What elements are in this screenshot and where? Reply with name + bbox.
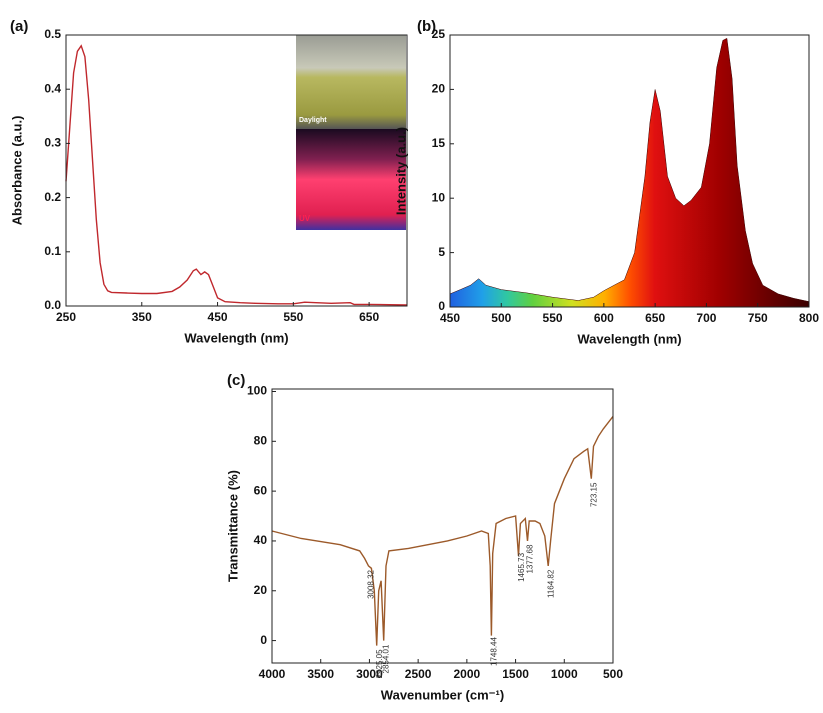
y-axis-label: Transmittance (%) <box>225 470 240 582</box>
y-tick-label: 0.4 <box>44 81 61 95</box>
x-tick-label: 800 <box>799 311 819 325</box>
x-axis-label: Wavelength (nm) <box>184 330 288 345</box>
x-tick-label: 450 <box>208 310 228 324</box>
x-tick-label: 1000 <box>551 667 578 681</box>
y-tick-label: 0 <box>260 633 267 647</box>
x-axis-label: Wavelength (nm) <box>577 331 681 346</box>
x-tick-label: 3000 <box>356 667 383 681</box>
x-tick-label: 350 <box>132 310 152 324</box>
y-tick-label: 0.2 <box>44 190 61 204</box>
y-tick-label: 20 <box>254 583 268 597</box>
y-tick-label: 20 <box>432 82 446 96</box>
peak-label: 1377.68 <box>526 544 535 573</box>
y-tick-label: 40 <box>254 533 268 547</box>
x-tick-label: 750 <box>748 311 768 325</box>
peak-label: 3008.32 <box>367 569 376 598</box>
y-tick-label: 0.1 <box>44 244 61 258</box>
x-tick-label: 600 <box>594 311 614 325</box>
x-tick-label: 3500 <box>307 667 334 681</box>
y-tick-label: 0 <box>438 299 445 313</box>
x-tick-label: 2000 <box>454 667 481 681</box>
peak-label: 2854.01 <box>382 644 391 673</box>
x-axis-label: Wavenumber (cm⁻¹) <box>381 687 504 702</box>
x-tick-label: 1500 <box>502 667 529 681</box>
y-axis-label: Absorbance (a.u.) <box>9 116 24 226</box>
inset-label: Daylight <box>299 117 327 124</box>
y-tick-label: 5 <box>438 245 445 259</box>
plot-frame <box>449 34 810 308</box>
y-tick-label: 100 <box>247 384 267 398</box>
y-tick-label: 25 <box>432 27 446 41</box>
plot-frame <box>271 388 614 664</box>
peak-label: 723.15 <box>589 482 598 507</box>
peak-label: 1748.44 <box>489 636 498 665</box>
panel-label: (a) <box>10 18 28 35</box>
x-tick-label: 550 <box>543 311 563 325</box>
daylight-photo <box>296 35 406 129</box>
y-tick-label: 60 <box>254 483 268 497</box>
data-line <box>65 44 408 306</box>
y-tick-label: 15 <box>432 136 446 150</box>
y-tick-label: 0.3 <box>44 136 61 150</box>
x-tick-label: 700 <box>696 311 716 325</box>
x-tick-label: 450 <box>440 311 460 325</box>
y-axis-label: Intensity (a.u.) <box>393 127 408 215</box>
x-tick-label: 2500 <box>405 667 432 681</box>
y-tick-label: 10 <box>432 190 446 204</box>
x-tick-label: 500 <box>491 311 511 325</box>
peak-label: 1465.73 <box>517 552 526 581</box>
panel-label: (c) <box>227 372 245 389</box>
x-tick-label: 650 <box>359 310 379 324</box>
uv-photo <box>296 129 406 230</box>
inset-label: UV <box>299 214 311 223</box>
plot-frame <box>65 34 408 307</box>
inset-photo: Daylight UV <box>296 35 406 230</box>
peak-label: 1164.82 <box>546 569 555 598</box>
y-tick-label: 0.5 <box>44 27 61 41</box>
x-tick-label: 500 <box>603 667 623 681</box>
y-tick-label: 80 <box>254 433 268 447</box>
spectrum-area <box>449 37 810 308</box>
x-tick-label: 4000 <box>259 667 286 681</box>
x-tick-label: 550 <box>283 310 303 324</box>
peak-label: 2925.05 <box>375 649 384 678</box>
data-line <box>271 415 614 646</box>
panel-label: (b) <box>417 18 436 35</box>
y-tick-label: 0.0 <box>44 298 61 312</box>
x-tick-label: 250 <box>56 310 76 324</box>
x-tick-label: 650 <box>645 311 665 325</box>
